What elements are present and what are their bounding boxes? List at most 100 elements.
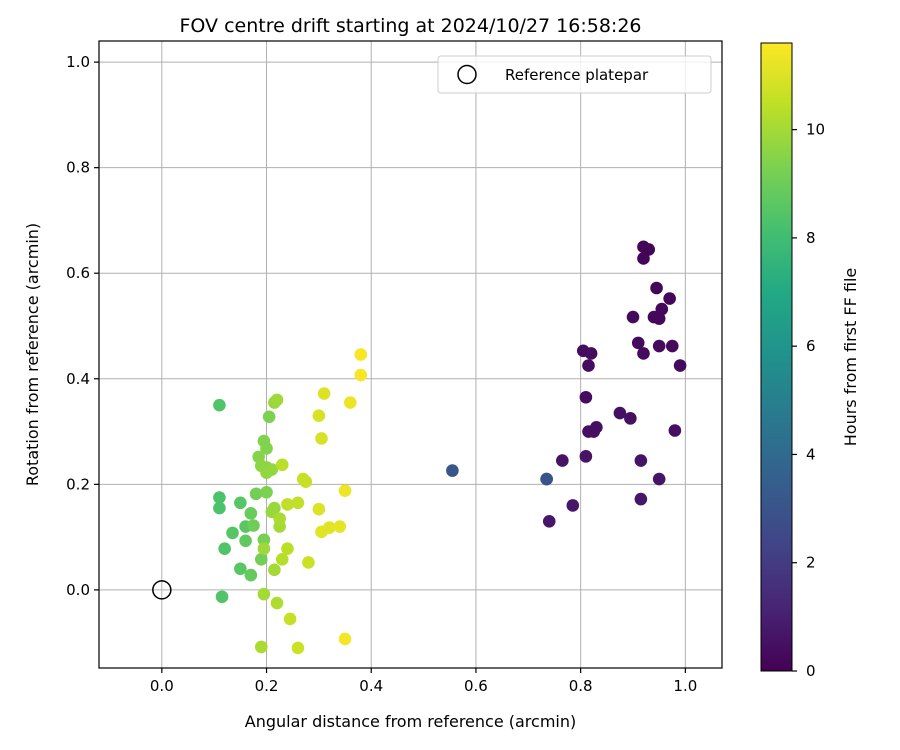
data-point [584, 347, 598, 360]
data-point [260, 466, 273, 480]
data-point [239, 534, 252, 548]
data-point [270, 393, 284, 407]
x-tick-label: 0.4 [359, 677, 383, 695]
data-point [338, 632, 352, 646]
plot-frame [98, 40, 723, 669]
legend-entry-reference-platepar: Reference platepar [505, 66, 649, 84]
data-point [637, 252, 650, 265]
data-point [582, 359, 595, 372]
data-point [291, 641, 305, 655]
colorbar-tick-label: 10 [806, 121, 825, 139]
grid [99, 41, 722, 668]
x-tick-label: 0.6 [464, 677, 488, 695]
data-point [631, 336, 645, 350]
data-point [634, 454, 648, 467]
colorbar-tick-label: 2 [806, 554, 816, 572]
data-point [275, 458, 289, 472]
data-point [213, 398, 226, 412]
data-point [338, 484, 352, 497]
data-point [291, 496, 305, 510]
x-axis-label: Angular distance from reference (arcmin) [245, 712, 576, 731]
data-point [218, 542, 231, 556]
reference-platepar-marker [152, 580, 172, 600]
x-tick-label: 1.0 [673, 677, 697, 695]
data-point [613, 406, 627, 420]
data-point [668, 424, 682, 437]
x-tick-label: 0.2 [255, 677, 279, 695]
data-point [566, 499, 580, 512]
data-point [663, 292, 676, 305]
data-point [323, 521, 336, 534]
data-point [283, 612, 297, 626]
colorbar-tick-label: 6 [806, 337, 816, 355]
data-point [281, 498, 294, 511]
data-point [652, 339, 666, 353]
data-point [249, 487, 263, 501]
data-point [579, 450, 593, 463]
data-point [299, 475, 313, 488]
data-point [665, 339, 679, 353]
data-point [257, 542, 271, 556]
y-axis-label: Rotation from reference (arcmin) [23, 223, 42, 486]
data-point [215, 590, 229, 604]
data-point [354, 368, 368, 382]
y-tick-label: 0.4 [66, 370, 90, 388]
x-tick-label: 0.0 [150, 677, 174, 695]
data-point [540, 472, 553, 486]
data-point [273, 512, 286, 525]
legend: Reference platepar [437, 55, 712, 94]
data-point [281, 542, 294, 556]
legend-marker-icon [457, 64, 477, 85]
data-point [244, 507, 258, 520]
data-point [354, 348, 368, 361]
data-point [213, 491, 226, 504]
data-point [254, 640, 268, 654]
data-point [626, 310, 640, 324]
data-point [257, 587, 271, 601]
data-point [260, 442, 273, 455]
data-point [226, 526, 239, 540]
data-point [257, 533, 271, 547]
data-point [260, 485, 273, 499]
colorbar-tick-label: 0 [806, 662, 816, 680]
y-tick-label: 0.6 [66, 264, 90, 282]
y-tick-label: 0.0 [66, 581, 90, 599]
data-point [268, 563, 281, 577]
data-point [343, 396, 357, 409]
data-point [587, 425, 601, 438]
colorbar-label: Hours from first FF file [841, 268, 860, 447]
y-tick-label: 1.0 [66, 53, 90, 71]
data-point [652, 312, 666, 325]
data-point [262, 410, 276, 424]
chart-title: FOV centre drift starting at 2024/10/27 … [179, 15, 641, 37]
data-point [312, 409, 326, 423]
data-point [317, 387, 331, 400]
data-point [634, 492, 648, 506]
data-point [234, 496, 247, 510]
data-point [213, 501, 226, 515]
data-point [270, 596, 284, 610]
y-tick-label: 0.2 [66, 475, 90, 493]
data-point [652, 472, 666, 486]
data-point [655, 302, 669, 316]
data-point [637, 347, 650, 360]
data-point [234, 562, 247, 576]
data-point [247, 519, 260, 532]
data-point [446, 464, 459, 477]
data-point [254, 552, 268, 566]
y-axis-ticks: 0.0 0.2 0.4 0.6 0.8 1.0 [66, 53, 99, 599]
colorbar-ticks: 0 2 4 6 8 10 [792, 121, 825, 680]
x-tick-label: 0.8 [569, 677, 593, 695]
colorbar-tick-label: 8 [806, 229, 816, 247]
data-point [650, 281, 663, 295]
data-point [312, 502, 326, 516]
data-point [315, 432, 328, 445]
legend-box [437, 55, 712, 94]
data-point [673, 359, 687, 372]
data-point [244, 568, 258, 582]
data-point [579, 390, 593, 404]
data-point [542, 514, 556, 528]
data-point [302, 556, 315, 569]
x-axis-ticks: 0.0 0.2 0.4 0.6 0.8 1.0 [150, 668, 697, 695]
